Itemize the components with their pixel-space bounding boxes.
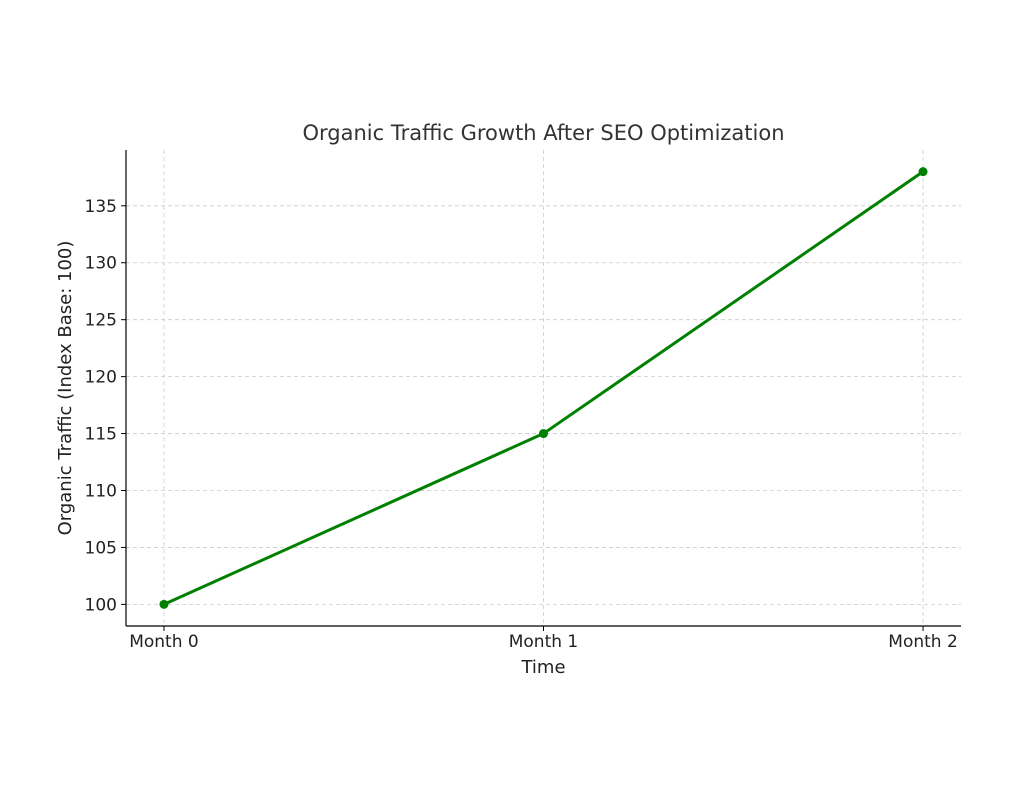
y-tick-label: 115	[85, 425, 117, 445]
data-point	[539, 429, 548, 439]
y-tick-label: 135	[85, 197, 117, 217]
x-tick-label: Month 2	[888, 632, 958, 652]
data-point	[159, 599, 169, 609]
y-tick-label: 100	[85, 595, 117, 615]
data-point	[918, 167, 928, 177]
y-tick-label: 105	[85, 538, 117, 558]
y-tick-label: 130	[85, 254, 117, 274]
x-axis-ticks: Month 0 Month 1 Month 2	[129, 626, 958, 652]
y-tick-label: 125	[85, 311, 117, 331]
y-axis-ticks: 100 105 110 115 120 125 130 135	[85, 197, 126, 615]
x-axis-label: Time	[520, 657, 565, 678]
chart-title: Organic Traffic Growth After SEO Optimiz…	[302, 121, 784, 145]
y-axis-label: Organic Traffic (Index Base: 100)	[55, 241, 76, 536]
y-tick-label: 120	[85, 368, 117, 388]
y-tick-label: 110	[85, 481, 117, 501]
series-layer	[159, 167, 928, 609]
grid	[126, 150, 961, 626]
x-tick-label: Month 0	[129, 632, 199, 652]
x-tick-label: Month 1	[509, 632, 579, 652]
